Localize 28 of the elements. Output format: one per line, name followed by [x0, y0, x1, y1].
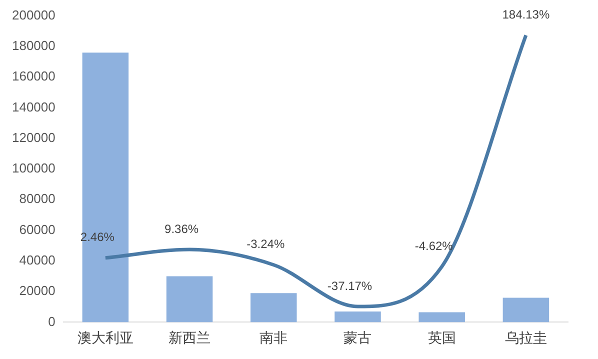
y-tick-label: 140000 — [12, 99, 56, 114]
bar — [334, 311, 381, 322]
y-tick-label: 100000 — [12, 160, 56, 176]
bar — [502, 298, 550, 322]
data-label: 9.36% — [164, 222, 199, 236]
y-tick-label: 120000 — [12, 130, 56, 145]
x-tick-label: 新西兰 — [168, 329, 211, 346]
y-tick-label: 40000 — [19, 252, 56, 268]
x-tick-label: 蒙古 — [344, 329, 372, 346]
data-label: 184.13% — [502, 8, 550, 22]
data-label: -37.17% — [327, 278, 372, 293]
data-label: -4.62% — [414, 238, 454, 253]
data-label: -3.24% — [246, 237, 285, 252]
x-tick-label: 南非 — [260, 329, 288, 346]
bar — [418, 312, 465, 322]
y-tick-label: 20000 — [19, 283, 56, 298]
x-tick-label: 澳大利亚 — [77, 329, 134, 346]
x-tick-label: 乌拉圭 — [504, 329, 547, 346]
x-tick-label: 英国 — [428, 329, 456, 346]
y-tick-label: 80000 — [19, 191, 56, 206]
y-tick-label: 60000 — [19, 222, 56, 237]
y-tick-label: 0 — [48, 314, 56, 329]
y-tick-label: 200000 — [12, 7, 56, 22]
bar — [166, 276, 213, 322]
bar — [250, 293, 297, 322]
y-tick-label: 180000 — [12, 38, 56, 54]
bar — [82, 52, 129, 322]
y-tick-label: 160000 — [12, 68, 56, 84]
